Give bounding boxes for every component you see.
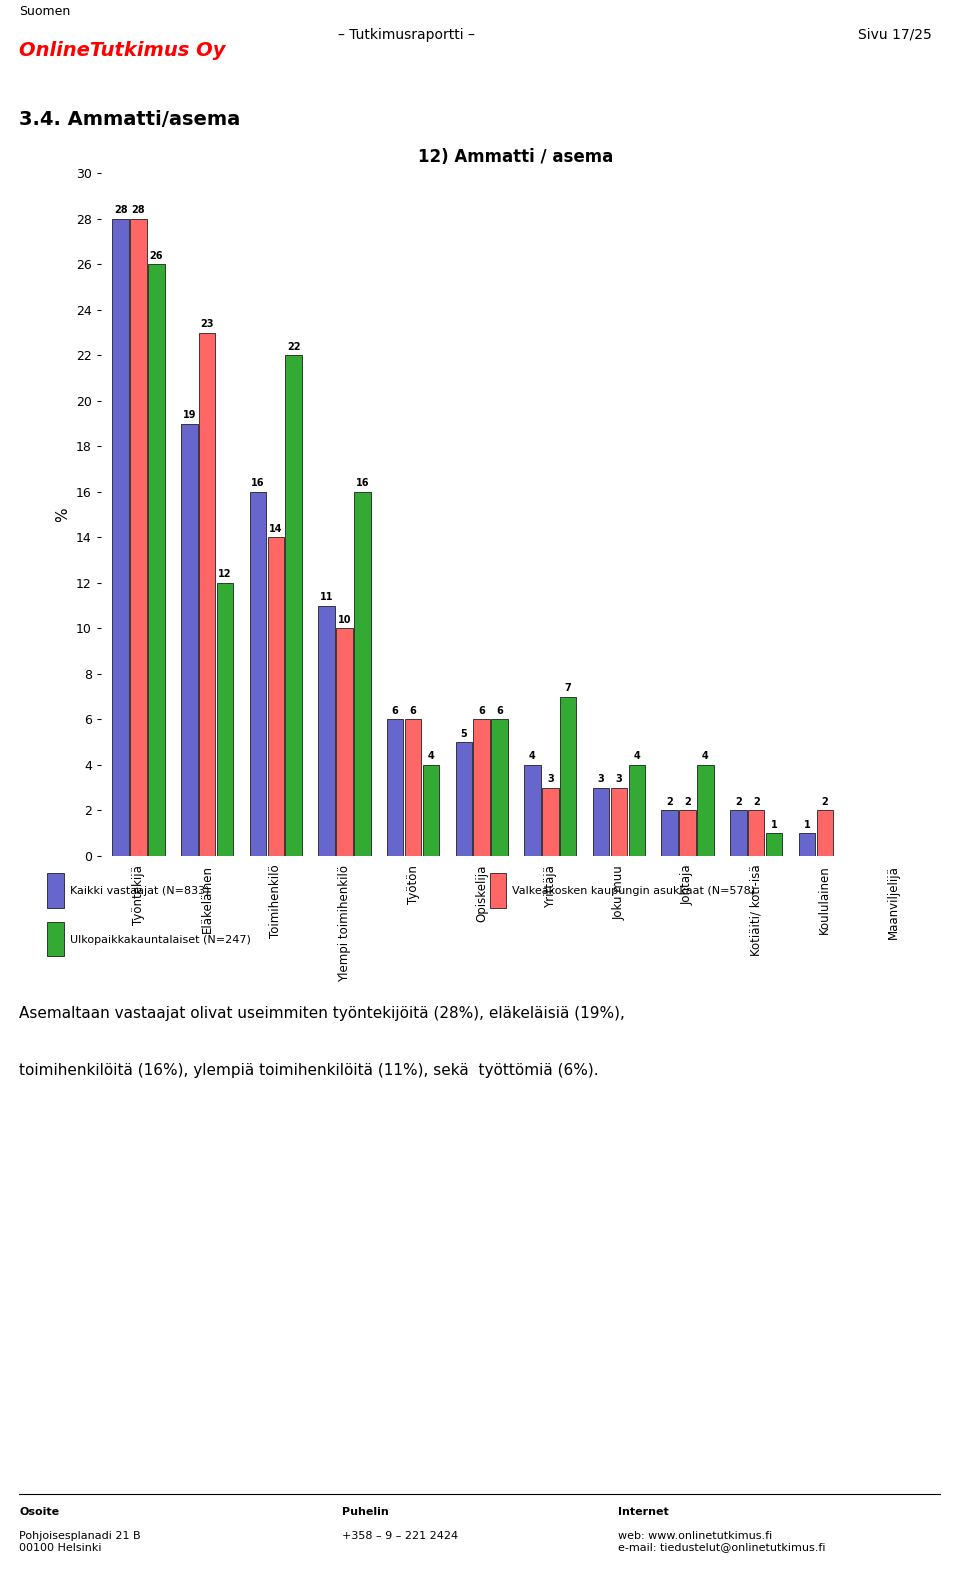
Bar <box>181 424 198 856</box>
Text: 2: 2 <box>735 797 742 807</box>
Bar <box>456 742 472 856</box>
Text: toimihenkilöitä (16%), ylempiä toimihenkilöitä (11%), sekä  työttömiä (6%).: toimihenkilöitä (16%), ylempiä toimihenk… <box>19 1064 599 1078</box>
Text: 28: 28 <box>114 205 128 216</box>
Text: 4: 4 <box>702 752 708 761</box>
Text: 3: 3 <box>598 774 605 785</box>
Bar <box>112 219 129 856</box>
Text: 2: 2 <box>684 797 691 807</box>
Text: Kaikki vastaajat (N=833): Kaikki vastaajat (N=833) <box>70 886 209 897</box>
Bar <box>593 788 610 856</box>
Text: Asemaltaan vastaajat olivat useimmiten työntekijöitä (28%), eläkeläisiä (19%),: Asemaltaan vastaajat olivat useimmiten t… <box>19 1007 625 1021</box>
Text: 12: 12 <box>218 569 231 580</box>
Bar <box>336 629 352 856</box>
Bar <box>405 719 421 856</box>
Text: 2: 2 <box>822 797 828 807</box>
Text: 4: 4 <box>427 752 434 761</box>
Bar <box>47 922 63 957</box>
Text: 3.4. Ammatti/asema: 3.4. Ammatti/asema <box>19 110 240 129</box>
Text: 16: 16 <box>355 479 369 489</box>
Text: 6: 6 <box>392 706 398 716</box>
Text: 16: 16 <box>252 479 265 489</box>
Text: 6: 6 <box>478 706 485 716</box>
Text: Sivu 17/25: Sivu 17/25 <box>858 27 931 41</box>
Bar <box>524 764 540 856</box>
Text: 1: 1 <box>771 820 778 829</box>
Bar <box>148 265 164 856</box>
Text: Internet: Internet <box>618 1507 669 1516</box>
Text: 2: 2 <box>666 797 673 807</box>
Text: 5: 5 <box>461 728 468 739</box>
Text: 11: 11 <box>320 593 333 602</box>
Bar <box>766 834 782 856</box>
Text: 3: 3 <box>547 774 554 785</box>
Text: 28: 28 <box>132 205 145 216</box>
Text: 19: 19 <box>182 410 196 421</box>
Bar <box>492 719 508 856</box>
Bar <box>250 492 266 856</box>
Bar <box>661 810 678 856</box>
Text: web: www.onlinetutkimus.fi
e-mail: tiedustelut@onlinetutkimus.fi: web: www.onlinetutkimus.fi e-mail: tiedu… <box>618 1530 826 1552</box>
Text: +358 – 9 – 221 2424: +358 – 9 – 221 2424 <box>342 1530 458 1541</box>
Text: 14: 14 <box>269 523 282 534</box>
Text: 22: 22 <box>287 342 300 351</box>
Text: 23: 23 <box>201 320 214 329</box>
Text: 26: 26 <box>150 251 163 262</box>
Text: Suomen: Suomen <box>19 5 70 17</box>
Text: 2: 2 <box>753 797 759 807</box>
Bar <box>319 605 335 856</box>
Bar <box>629 764 645 856</box>
Bar <box>817 810 833 856</box>
Text: 6: 6 <box>496 706 503 716</box>
Bar <box>748 810 764 856</box>
Text: 4: 4 <box>634 752 640 761</box>
Text: 10: 10 <box>338 615 351 626</box>
Y-axis label: %: % <box>56 507 70 522</box>
Bar <box>490 873 506 908</box>
Text: – Tutkimusraportti –: – Tutkimusraportti – <box>338 27 474 41</box>
Bar <box>268 537 284 856</box>
Text: Osoite: Osoite <box>19 1507 60 1516</box>
Bar <box>131 219 147 856</box>
Bar <box>731 810 747 856</box>
Bar <box>199 333 215 856</box>
Bar <box>680 810 696 856</box>
Text: Valkeakosken kaupungin asukkaat (N=578): Valkeakosken kaupungin asukkaat (N=578) <box>513 886 756 897</box>
Bar <box>354 492 371 856</box>
Bar <box>47 873 63 908</box>
Text: 1: 1 <box>804 820 810 829</box>
Bar <box>473 719 490 856</box>
Bar <box>285 355 301 856</box>
Bar <box>422 764 439 856</box>
Text: 3: 3 <box>615 774 622 785</box>
Bar <box>217 583 233 856</box>
Bar <box>560 697 576 856</box>
Bar <box>387 719 403 856</box>
Bar <box>799 834 815 856</box>
Bar <box>542 788 559 856</box>
Text: Puhelin: Puhelin <box>342 1507 389 1516</box>
Text: Pohjoisesplanadi 21 B
00100 Helsinki: Pohjoisesplanadi 21 B 00100 Helsinki <box>19 1530 141 1552</box>
Text: 6: 6 <box>410 706 417 716</box>
Title: 12) Ammatti / asema: 12) Ammatti / asema <box>419 148 613 165</box>
Text: OnlineTutkimus Oy: OnlineTutkimus Oy <box>19 41 226 60</box>
Bar <box>611 788 627 856</box>
Bar <box>697 764 713 856</box>
Text: Ulkopaikkakauntalaiset (N=247): Ulkopaikkakauntalaiset (N=247) <box>70 935 251 946</box>
Text: 4: 4 <box>529 752 536 761</box>
Text: 7: 7 <box>564 682 571 693</box>
